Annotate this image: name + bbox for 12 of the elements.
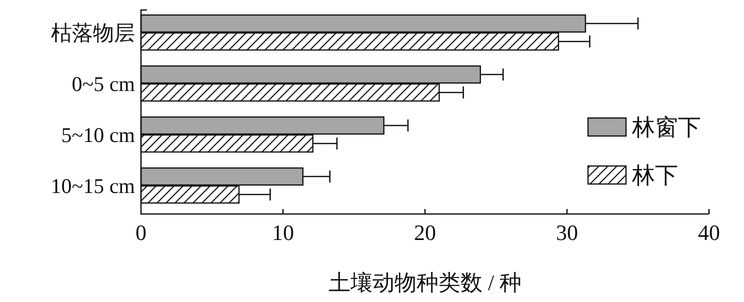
- legend-label: 林窗下: [631, 115, 701, 140]
- x-tick-label: 20: [414, 220, 436, 245]
- y-tick-label: 0~5 cm: [72, 72, 135, 96]
- y-tick-label: 枯落物层: [51, 21, 135, 45]
- y-tick-label: 5~10 cm: [61, 123, 135, 147]
- legend-label: 林下: [631, 163, 678, 188]
- x-axis-title: 土壤动物种类数 / 种: [328, 270, 522, 295]
- x-tick-label: 40: [698, 220, 720, 245]
- x-tick-label: 30: [556, 220, 578, 245]
- y-tick-label: 10~15 cm: [50, 174, 135, 198]
- x-tick-label: 10: [272, 220, 294, 245]
- x-tick-label: 0: [136, 220, 146, 245]
